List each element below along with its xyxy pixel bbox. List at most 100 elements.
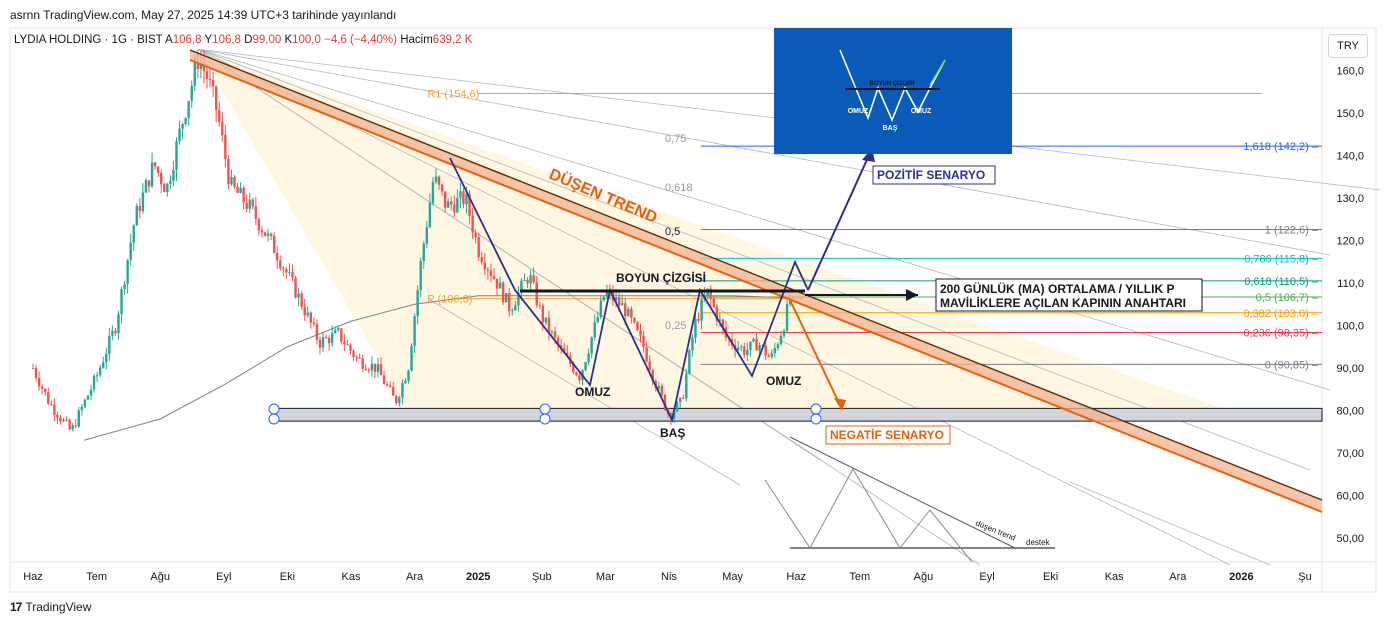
inset-bas: BAŞ (883, 125, 898, 132)
fib-level-label: 0,382 (103,0) – (1243, 308, 1318, 320)
candle-body (517, 292, 520, 306)
y-tick-label: 90,00 (1336, 363, 1364, 375)
candle-body (614, 297, 618, 301)
candle-body (785, 304, 789, 331)
y-tick-label: 110,0 (1337, 278, 1364, 290)
candle-body (37, 377, 41, 387)
positive-scenario-label: POZİTİF SENARYO (877, 167, 985, 182)
candle-body (584, 362, 587, 371)
candle-body (691, 337, 694, 351)
candle-body (111, 330, 114, 336)
candle-body (593, 322, 596, 338)
candle-body (388, 385, 392, 387)
fib-level-label: 0,618 (110,5) – (1244, 276, 1319, 288)
candle-body (178, 128, 181, 142)
candle-body (419, 260, 422, 291)
candle-body (559, 345, 563, 348)
candle-body (196, 62, 200, 69)
footer-brand[interactable]: 17 TradingView (10, 600, 91, 614)
candle-body (697, 318, 700, 321)
candle-body (575, 372, 578, 376)
plot-frame (9, 27, 1377, 593)
candle-body (718, 319, 722, 321)
inset-neck-label: BOYUN ÇİZGİSİ (869, 80, 914, 87)
candle-body (153, 162, 157, 167)
candle-body (376, 364, 380, 372)
candle-body (248, 199, 251, 209)
candle-body (266, 233, 270, 236)
candle-body (767, 355, 770, 357)
candle-body (330, 333, 334, 344)
candle-body (596, 316, 599, 323)
candle-body (404, 380, 407, 384)
candle-body (740, 346, 743, 348)
sketch-zigzag (764, 467, 973, 563)
candle-body (40, 386, 44, 389)
candle-body (117, 314, 120, 334)
channel-line (1069, 481, 1271, 566)
candle-body (34, 368, 38, 378)
candle-body (239, 187, 242, 193)
candle-body (190, 85, 193, 101)
candle-body (532, 275, 535, 283)
candle-body (529, 275, 532, 284)
candle-body (663, 394, 667, 410)
y-tick-label: 120,0 (1336, 236, 1364, 248)
candle-body (211, 80, 215, 87)
candle-body (501, 282, 505, 303)
high-label: Y (204, 34, 213, 46)
x-tick-label: Şub (532, 571, 552, 583)
fib-level-label: 1,618 (142,2) – (1243, 141, 1318, 153)
negative-scenario-arrow (789, 299, 841, 406)
candle-body (562, 347, 566, 353)
negative-scenario-box (825, 425, 951, 445)
candle-body (53, 404, 56, 415)
candle-body (434, 176, 438, 182)
candle-body (468, 194, 471, 216)
candle-body (624, 303, 627, 317)
candle-body (437, 176, 441, 185)
candle-body (68, 420, 71, 430)
candle-body (324, 337, 328, 339)
x-tick-label: 2026 (1229, 571, 1253, 583)
candle-body (343, 341, 346, 345)
candle-body (138, 205, 142, 212)
brand-name: TradingView (25, 600, 92, 614)
candle-body (410, 345, 413, 371)
candle-body (538, 305, 541, 307)
x-tick-label: Eki (1043, 571, 1058, 583)
candle-body (605, 290, 609, 297)
left-shoulder-label: OMUZ (575, 385, 610, 399)
candle-body (59, 417, 62, 422)
support-handle (268, 413, 280, 425)
fib-level-label: 1 (122,6) – (1265, 224, 1319, 236)
candle-body (95, 375, 99, 377)
candle-body (685, 373, 688, 399)
candle-body (312, 322, 316, 324)
fan-label: 0,75 (665, 133, 686, 145)
fan-line (198, 48, 1331, 256)
candle-body (535, 282, 538, 306)
candle-body (123, 284, 126, 290)
pivot-r1-label: R1 (154,6) (427, 88, 479, 100)
candle-body (102, 362, 105, 368)
candle-body (77, 410, 80, 427)
x-tick-label: Mar (596, 571, 615, 583)
currency-button[interactable]: TRY (1328, 34, 1368, 58)
candle-body (251, 199, 255, 207)
candle-body (422, 243, 425, 261)
y-tick-label: 140,0 (1336, 151, 1364, 163)
candle-body (318, 339, 322, 348)
candle-body (199, 63, 203, 69)
candle-body (550, 331, 554, 333)
candle-body (187, 100, 190, 119)
candle-body (633, 317, 636, 323)
candle-body (242, 187, 245, 203)
candle-body (590, 337, 593, 354)
candle-body (599, 300, 603, 317)
candle-body (523, 279, 526, 281)
candle-body (587, 353, 590, 363)
candle-body (645, 347, 648, 362)
candle-body (465, 194, 468, 205)
